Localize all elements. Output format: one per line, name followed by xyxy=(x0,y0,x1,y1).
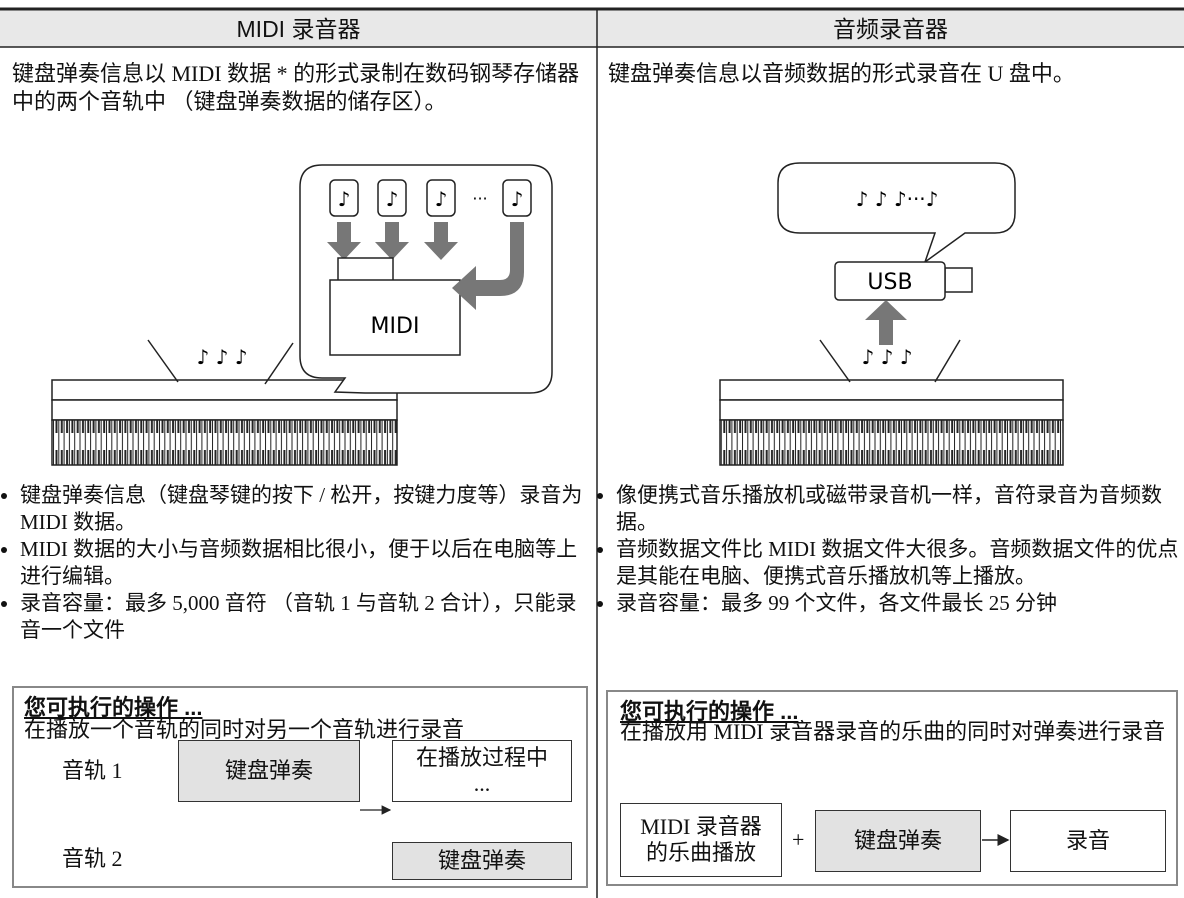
box-text: 在播放用 MIDI 录音器录音的乐曲的同时对弹奏进行录音 xyxy=(620,719,1166,744)
playing-box: 在播放过程中 ... xyxy=(392,740,572,802)
bubble-notes: ♪ ♪ ♪···♪ xyxy=(856,187,939,211)
note: ♪ xyxy=(435,187,448,211)
bullet: 像便携式音乐播放机或磁带录音机一样，音符录音为音频数据。 xyxy=(616,482,1184,536)
box-title: 您可执行的操作 ... xyxy=(24,695,203,720)
intro: 键盘弹奏信息以 MIDI 数据 * 的形式录制在数码钢琴存储器中的两个音轨中 （… xyxy=(12,61,580,114)
record-box: 键盘弹奏 xyxy=(392,842,572,880)
box xyxy=(12,686,588,888)
bullet: 键盘弹奏信息（键盘琴键的按下 / 松开，按键力度等）录音为 MIDI 数据。 xyxy=(20,482,595,536)
folder-label: MIDI xyxy=(371,314,420,339)
keyboard-notes: ♪ ♪ ♪ xyxy=(196,345,247,369)
play-box: 键盘弹奏 xyxy=(178,740,360,802)
note: ♪ xyxy=(511,187,524,211)
note: ♪ xyxy=(338,187,351,211)
box-text: 在播放一个音轨的同时对另一个音轨进行录音 xyxy=(24,717,465,742)
keyboard-notes: ♪ ♪ ♪ xyxy=(861,345,912,369)
note: ♪ xyxy=(386,187,399,211)
bullet: 录音容量：最多 99 个文件，各文件最长 25 分钟 xyxy=(616,590,1184,617)
intro: 键盘弹奏信息以音频数据的形式录音在 U 盘中。 xyxy=(608,61,1075,86)
box-title: 您可执行的操作 ... xyxy=(620,699,799,724)
track-label: 音轨 2 xyxy=(62,846,123,871)
box xyxy=(606,690,1178,886)
bullet: 录音容量：最多 5,000 音符 （音轨 1 与音轨 2 合计），只能录音一个文… xyxy=(20,590,595,644)
play-box: 键盘弹奏 xyxy=(815,810,981,872)
bullet: 音频数据文件比 MIDI 数据文件大很多。音频数据文件的优点是其能在电脑、便携式… xyxy=(616,536,1184,590)
track-label: 音轨 1 xyxy=(62,758,123,783)
source-box: MIDI 录音器 的乐曲播放 xyxy=(620,803,782,877)
ellipsis: ··· xyxy=(472,189,487,208)
header: MIDI 录音器 xyxy=(236,16,361,42)
plus: + xyxy=(792,827,805,852)
header: 音频录音器 xyxy=(833,16,948,42)
bullet: MIDI 数据的大小与音频数据相比很小，便于以后在电脑等上进行编辑。 xyxy=(20,536,595,590)
bullets: 键盘弹奏信息（键盘琴键的按下 / 松开，按键力度等）录音为 MIDI 数据。 M… xyxy=(4,482,595,644)
result-box: 录音 xyxy=(1010,810,1166,872)
usb-label: USB xyxy=(867,270,912,295)
bullets: 像便携式音乐播放机或磁带录音机一样，音符录音为音频数据。 音频数据文件比 MID… xyxy=(600,482,1184,617)
